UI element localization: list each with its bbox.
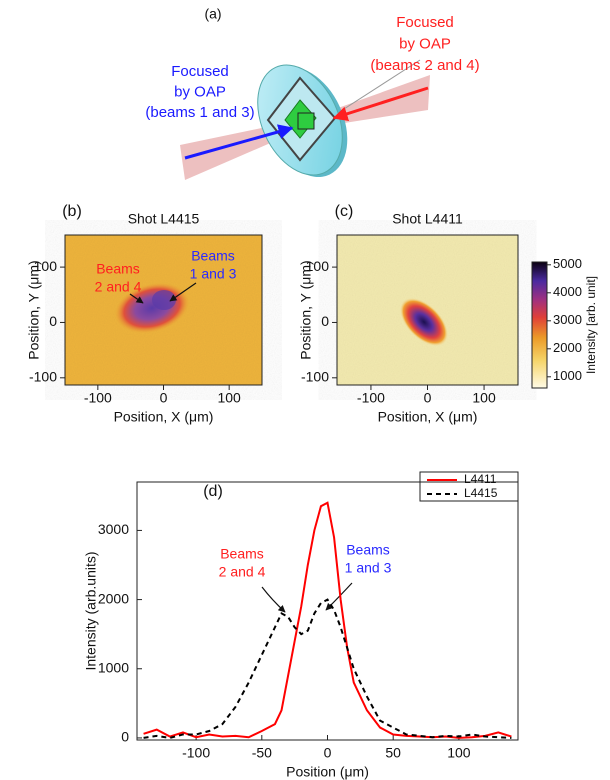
x-tick-label: -50 <box>252 745 272 761</box>
annotation: Beams <box>346 542 390 558</box>
y-tick-label: -100 <box>301 369 329 385</box>
y-tick-label: 100 <box>306 258 330 274</box>
y-tick-label: 3000 <box>98 521 129 537</box>
x-tick-label: 100 <box>217 390 241 406</box>
y-tick-label: 0 <box>121 729 129 745</box>
x-axis-label: Position, X (μm) <box>378 409 478 425</box>
chart-title: Shot L4411 <box>392 211 463 227</box>
legend-label: L4415 <box>464 486 498 500</box>
annotation: by OAP <box>399 35 451 52</box>
annotation: (beams 2 and 4) <box>370 57 479 74</box>
annotation: 2 and 4 <box>95 279 142 295</box>
annotation: by OAP <box>174 83 226 100</box>
plot-frame <box>136 481 519 741</box>
y-axis-label: Position, Y (μm) <box>298 260 314 359</box>
colorbar-tick-label: 5000 <box>553 256 582 271</box>
y-axis-label: Position, Y (μm) <box>26 260 42 359</box>
heatmap-image <box>337 235 518 385</box>
annotation: Beams <box>191 248 235 264</box>
data-line <box>143 598 512 739</box>
x-tick-label: 0 <box>424 390 432 406</box>
diagram-art <box>180 59 430 180</box>
y-tick-label: 0 <box>49 313 57 329</box>
x-tick-label: 50 <box>385 745 401 761</box>
x-axis-label: Position, X (μm) <box>114 409 214 425</box>
y-tick-label: 2000 <box>98 590 129 606</box>
heatmap-image <box>65 235 262 385</box>
annotation: Beams <box>96 261 140 277</box>
annotation: 1 and 3 <box>345 560 392 576</box>
colorbar <box>531 261 548 389</box>
annotation: 1 and 3 <box>190 266 237 282</box>
colorbar-tick-label: 4000 <box>553 284 582 299</box>
panel-label: (d) <box>203 483 223 500</box>
annotation: (beams 1 and 3) <box>145 104 254 121</box>
colorbar-tick-label: 1000 <box>553 368 582 383</box>
panel-label: (c) <box>335 203 354 220</box>
x-tick-label: -100 <box>84 390 112 406</box>
panel-label: (a) <box>204 6 221 22</box>
x-tick-label: -100 <box>182 745 210 761</box>
legend-box <box>419 471 519 502</box>
colorbar-tick-label: 2000 <box>553 340 582 355</box>
annotation-arrow <box>129 282 353 613</box>
annotation: 2 and 4 <box>219 564 266 580</box>
x-tick-label: 100 <box>447 745 471 761</box>
data-line <box>143 501 512 739</box>
annotation: Focused <box>171 63 229 80</box>
y-axis-label: Intensity (arb.units) <box>83 551 99 670</box>
legend-label: L4411 <box>464 472 497 486</box>
annotation: Focused <box>396 14 454 31</box>
colorbar-label: Intensity [arb. unit] <box>584 276 598 374</box>
x-tick-label: 0 <box>324 745 332 761</box>
chart-title: Shot L4415 <box>128 211 200 227</box>
x-tick-label: 0 <box>160 390 168 406</box>
colorbar-tick-label: 3000 <box>553 312 582 327</box>
panel-label: (b) <box>62 203 82 220</box>
x-axis-label: Position (μm) <box>286 764 369 780</box>
x-tick-label: 100 <box>472 390 496 406</box>
annotation: Beams <box>220 546 264 562</box>
y-tick-label: 100 <box>34 258 58 274</box>
y-tick-label: 1000 <box>98 659 129 675</box>
x-tick-label: -100 <box>357 390 385 406</box>
y-tick-label: -100 <box>29 369 57 385</box>
y-tick-label: 0 <box>321 313 329 329</box>
